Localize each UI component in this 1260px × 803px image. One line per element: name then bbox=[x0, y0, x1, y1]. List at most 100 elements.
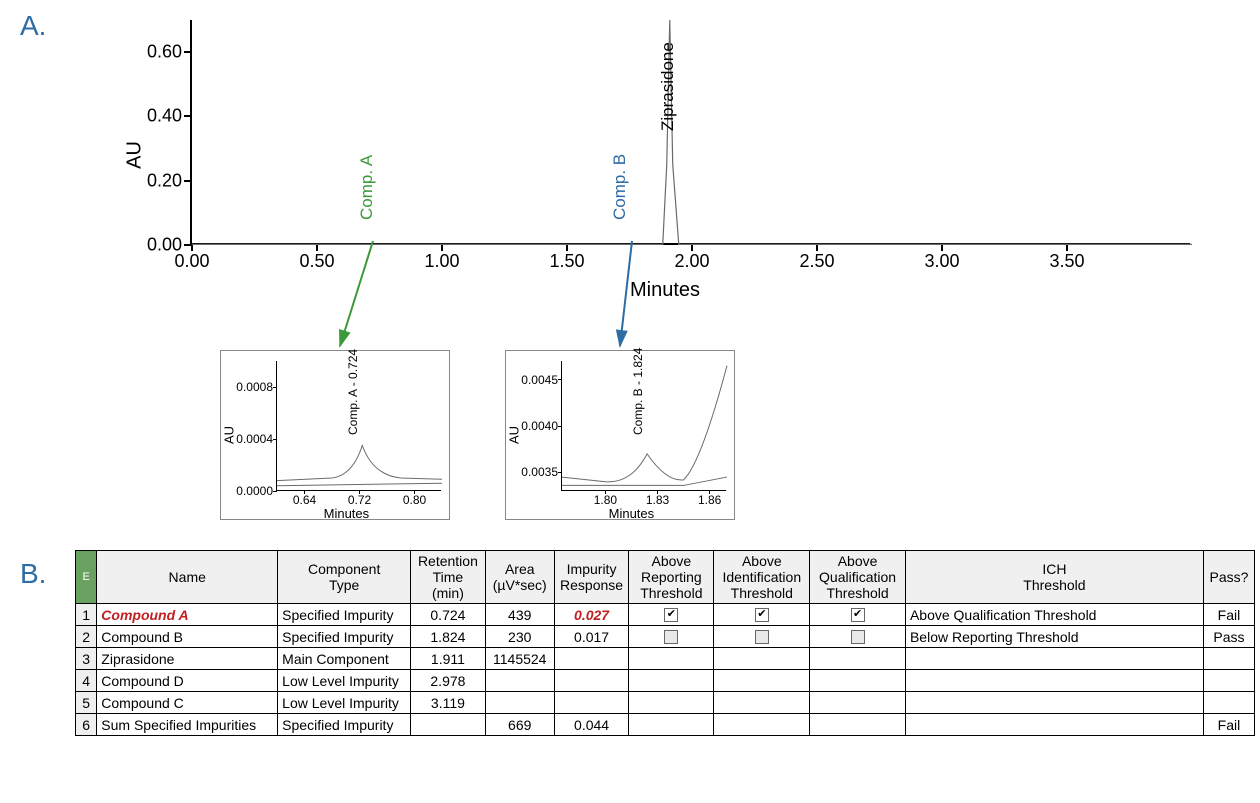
inset-ytick-label: 0.0008 bbox=[236, 380, 273, 394]
cell-impurity bbox=[554, 692, 628, 714]
chrom-ylabel: AU bbox=[124, 141, 147, 169]
table-header: ComponentType bbox=[278, 551, 411, 604]
inset-ytick-label: 0.0000 bbox=[236, 484, 273, 498]
cell-pass: Pass bbox=[1203, 626, 1254, 648]
cell-type: Specified Impurity bbox=[278, 604, 411, 626]
table-header: RetentionTime(min) bbox=[411, 551, 485, 604]
inset-ytick-label: 0.0004 bbox=[236, 432, 273, 446]
chrom-ytick-label: 0.20 bbox=[147, 170, 182, 191]
inset-compB: AU Comp. B - 1.824 0.0035 0.0040 0.0045 … bbox=[505, 350, 735, 520]
cell-rt: 2.978 bbox=[411, 670, 485, 692]
cell-area bbox=[485, 692, 554, 714]
cell-above-id: ✔ bbox=[714, 604, 810, 626]
table-row: 3 Ziprasidone Main Component 1.911 11455… bbox=[76, 648, 1255, 670]
cell-impurity: 0.017 bbox=[554, 626, 628, 648]
insetB-ylabel: AU bbox=[507, 426, 522, 444]
checkbox-icon bbox=[851, 630, 865, 644]
peak-label-compB: Comp. B bbox=[610, 154, 630, 220]
cell-pass: Fail bbox=[1203, 714, 1254, 736]
cell-ich bbox=[905, 692, 1203, 714]
table-row: 1 Compound A Specified Impurity 0.724 43… bbox=[76, 604, 1255, 626]
cell-pass bbox=[1203, 648, 1254, 670]
table-header: ICHThreshold bbox=[905, 551, 1203, 604]
chrom-xtick-label: 3.00 bbox=[924, 251, 959, 272]
cell-name: Compound C bbox=[97, 692, 278, 714]
chrom-xtick-label: 2.00 bbox=[674, 251, 709, 272]
row-index: 2 bbox=[76, 626, 97, 648]
row-index: 6 bbox=[76, 714, 97, 736]
panel-a: A. AU 0.00 0.20 0.40 0.60 0.00 0.50 1.00… bbox=[20, 10, 1240, 540]
inset-xtick-label: 0.64 bbox=[293, 493, 316, 507]
cell-above-qual: ✔ bbox=[810, 604, 906, 626]
cell-name: Compound A bbox=[97, 604, 278, 626]
cell-area bbox=[485, 670, 554, 692]
cell-rt: 0.724 bbox=[411, 604, 485, 626]
impurity-table: ENameComponentTypeRetentionTime(min)Area… bbox=[75, 550, 1255, 736]
cell-area: 230 bbox=[485, 626, 554, 648]
peak-label-compA: Comp. A bbox=[357, 155, 377, 220]
chrom-xtick-label: 2.50 bbox=[799, 251, 834, 272]
inset-xtick-label: 0.72 bbox=[348, 493, 371, 507]
cell-type: Main Component bbox=[278, 648, 411, 670]
chrom-xtick-label: 0.50 bbox=[299, 251, 334, 272]
cell-ich bbox=[905, 670, 1203, 692]
row-index: 3 bbox=[76, 648, 97, 670]
table-header: AboveIdentificationThreshold bbox=[714, 551, 810, 604]
cell-above-id bbox=[714, 670, 810, 692]
insetB-peak-label: Comp. B - 1.824 bbox=[631, 348, 645, 435]
cell-above-id bbox=[714, 714, 810, 736]
cell-area: 669 bbox=[485, 714, 554, 736]
cell-pass bbox=[1203, 670, 1254, 692]
inset-ytick-label: 0.0045 bbox=[521, 373, 558, 387]
chrom-plot-area: 0.00 0.20 0.40 0.60 0.00 0.50 1.00 1.50 … bbox=[190, 20, 1190, 245]
cell-above-id bbox=[714, 626, 810, 648]
table-header: AboveReportingThreshold bbox=[629, 551, 714, 604]
row-index: 5 bbox=[76, 692, 97, 714]
chrom-ytick-label: 0.60 bbox=[147, 42, 182, 63]
table-header: Area(µV*sec) bbox=[485, 551, 554, 604]
panel-b-label: B. bbox=[20, 558, 46, 590]
insetA-peak-label: Comp. A - 0.724 bbox=[346, 349, 360, 435]
table-header: AboveQualificationThreshold bbox=[810, 551, 906, 604]
peak-label-main: Ziprasidone bbox=[658, 42, 678, 131]
table-row: 6 Sum Specified Impurities Specified Imp… bbox=[76, 714, 1255, 736]
cell-type: Low Level Impurity bbox=[278, 670, 411, 692]
cell-above-qual bbox=[810, 714, 906, 736]
insetA-ylabel: AU bbox=[222, 426, 237, 444]
cell-ich: Above Qualification Threshold bbox=[905, 604, 1203, 626]
chrom-trace bbox=[192, 20, 1192, 245]
cell-type: Specified Impurity bbox=[278, 626, 411, 648]
cell-above-report bbox=[629, 670, 714, 692]
cell-above-id bbox=[714, 692, 810, 714]
insetB-plot-area: Comp. B - 1.824 0.0035 0.0040 0.0045 1.8… bbox=[561, 361, 726, 491]
table-row: 2 Compound B Specified Impurity 1.824 23… bbox=[76, 626, 1255, 648]
cell-rt: 1.824 bbox=[411, 626, 485, 648]
checkbox-icon: ✔ bbox=[755, 608, 769, 622]
cell-above-qual bbox=[810, 626, 906, 648]
inset-ytick-label: 0.0040 bbox=[521, 419, 558, 433]
chrom-xtick-label: 1.00 bbox=[424, 251, 459, 272]
chrom-xtick-label: 3.50 bbox=[1049, 251, 1084, 272]
cell-impurity bbox=[554, 648, 628, 670]
cell-above-qual bbox=[810, 670, 906, 692]
panel-a-label: A. bbox=[20, 10, 46, 42]
inset-ytick-label: 0.0035 bbox=[521, 465, 558, 479]
checkbox-icon bbox=[664, 630, 678, 644]
checkbox-icon bbox=[755, 630, 769, 644]
table-row: 4 Compound D Low Level Impurity 2.978 bbox=[76, 670, 1255, 692]
inset-xtick-label: 1.83 bbox=[646, 493, 669, 507]
cell-rt: 3.119 bbox=[411, 692, 485, 714]
cell-type: Low Level Impurity bbox=[278, 692, 411, 714]
cell-above-report bbox=[629, 626, 714, 648]
row-index: 4 bbox=[76, 670, 97, 692]
cell-ich bbox=[905, 648, 1203, 670]
cell-name: Compound D bbox=[97, 670, 278, 692]
cell-rt: 1.911 bbox=[411, 648, 485, 670]
table-corner-icon: E bbox=[76, 551, 97, 604]
cell-above-id bbox=[714, 648, 810, 670]
inset-compA: AU Comp. A - 0.724 0.0000 0.0004 0.0008 … bbox=[220, 350, 450, 520]
cell-impurity bbox=[554, 670, 628, 692]
cell-area: 1145524 bbox=[485, 648, 554, 670]
table-row: 5 Compound C Low Level Impurity 3.119 bbox=[76, 692, 1255, 714]
cell-type: Specified Impurity bbox=[278, 714, 411, 736]
